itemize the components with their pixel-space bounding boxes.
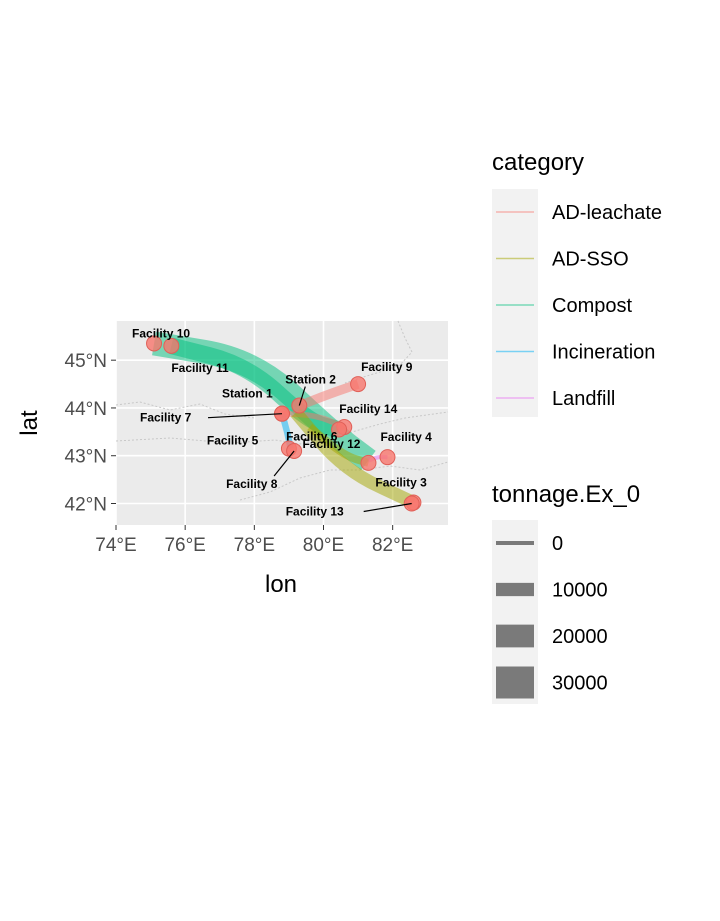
label-leader [207, 413, 283, 419]
facility-point-facility-4 [379, 449, 396, 466]
legend-tonnage-label: 20000 [552, 626, 608, 648]
y-axis-title: lat [16, 410, 43, 436]
facility-point-facility-6 [331, 421, 348, 438]
legend-category-label: Landfill [552, 388, 615, 410]
x-axis: 74°E 76°E 78°E 80°E 82°E [95, 525, 413, 556]
facility-point-facility-9 [350, 376, 367, 393]
x-axis-title: lon [265, 571, 297, 598]
flow-ad-sso [307, 424, 370, 467]
facility-point-facility-10 [146, 335, 163, 352]
legend-category-label: Compost [552, 295, 632, 317]
legend-tonnage: tonnage.Ex_0 0 10000 20000 30000 [492, 481, 640, 704]
facility-label: Station 2 [285, 373, 336, 387]
legend-category-label: AD-SSO [552, 249, 629, 271]
facility-point-facility-12 [360, 454, 377, 471]
facility-labels: Facility 10 Facility 11 Station 2 Station 1… [132, 326, 432, 518]
flow-compost [169, 337, 342, 438]
flow-ad-leachate [297, 379, 360, 410]
facility-label: Facility 10 [132, 326, 190, 340]
flow-ad-sso [290, 408, 417, 509]
facility-label: Facility 8 [226, 477, 278, 491]
facility-label: Facility 4 [380, 430, 432, 444]
facility-label: Facility 13 [286, 505, 344, 519]
facility-label: Facility 3 [375, 476, 427, 490]
y-tick-label: 42°N [65, 495, 107, 516]
legend-tonnage-label: 10000 [552, 580, 608, 602]
facility-label: Facility 12 [302, 437, 360, 451]
facility-label: Station 1 [222, 387, 273, 401]
y-tick-label: 45°N [65, 351, 107, 372]
label-leader [298, 386, 306, 406]
x-tick-label: 76°E [164, 535, 205, 556]
y-tick-label: 44°N [65, 399, 107, 420]
facility-point-facility-11 [163, 337, 180, 354]
legend-category-label: Incineration [552, 342, 655, 364]
x-tick-label: 74°E [95, 535, 136, 556]
facility-label: Facility 7 [140, 411, 192, 425]
x-tick-label: 78°E [234, 535, 275, 556]
legend-category-title: category [492, 149, 584, 176]
facility-label: Facility 11 [171, 361, 229, 375]
y-tick-label: 43°N [65, 447, 107, 468]
x-tick-label: 80°E [303, 535, 344, 556]
legend-category-label: AD-leachate [552, 202, 662, 224]
x-tick-label: 82°E [372, 535, 413, 556]
y-axis: 42°N 43°N 44°N 45°N [65, 351, 116, 516]
legend-category: category AD-leachate AD-SSO Compost Incinera… [492, 149, 662, 417]
legend-category-keys-bg [492, 189, 538, 417]
legend-tonnage-label: 30000 [552, 673, 608, 695]
label-leader [363, 502, 412, 513]
facility-label: Facility 6 [286, 429, 338, 443]
facility-label: Facility 14 [339, 402, 397, 416]
flow-incineration [278, 412, 294, 450]
facility-label: Facility 9 [361, 360, 413, 374]
label-leader [273, 450, 295, 477]
facility-label: Facility 5 [207, 434, 259, 448]
legend-tonnage-title: tonnage.Ex_0 [492, 481, 640, 508]
legend-tonnage-label: 0 [552, 533, 563, 555]
